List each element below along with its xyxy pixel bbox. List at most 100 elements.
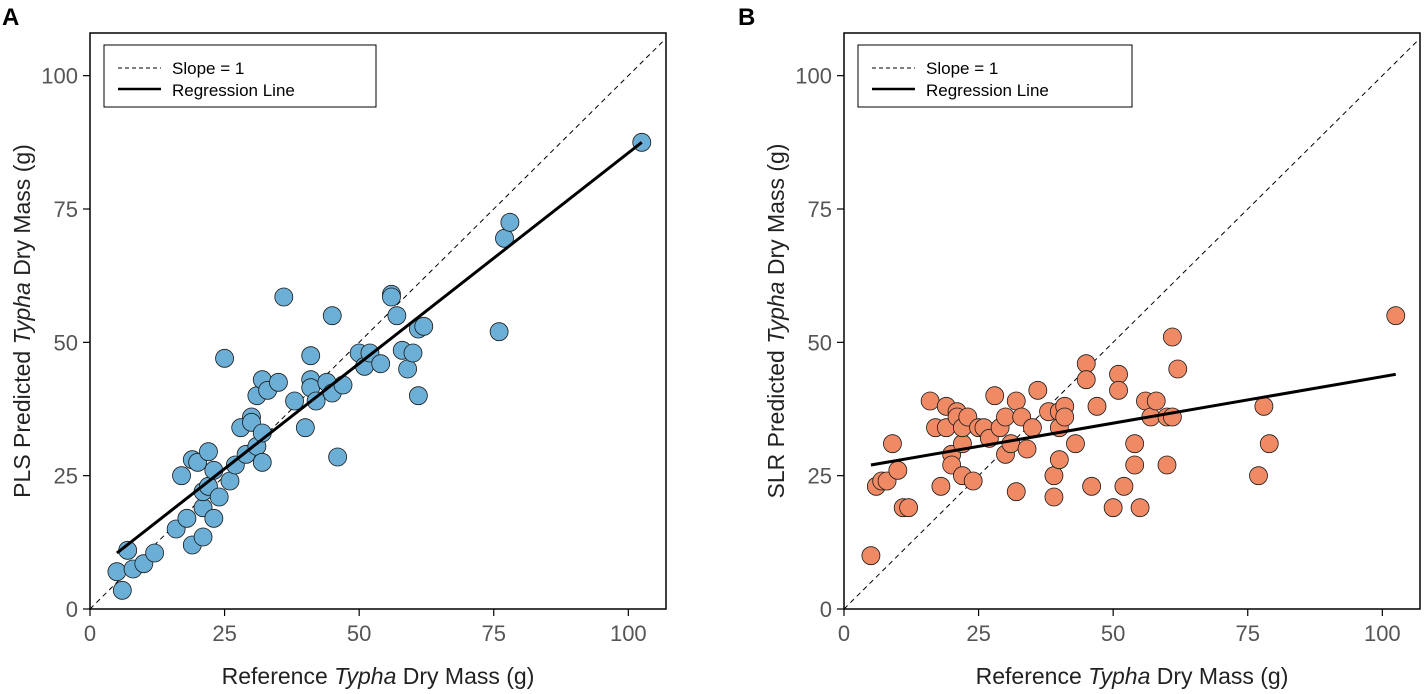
- data-point: [963, 471, 983, 491]
- data-point: [301, 346, 321, 366]
- data-point: [252, 452, 272, 472]
- data-point: [1130, 498, 1150, 518]
- data-point: [295, 418, 315, 438]
- data-point: [387, 306, 407, 326]
- data-point: [1103, 498, 1123, 518]
- plot-frame-b: [843, 32, 1421, 610]
- data-point: [193, 527, 213, 547]
- legend-box-a: [103, 44, 377, 108]
- plot-frame-a: [89, 32, 667, 610]
- x-tick-label: 0: [84, 621, 96, 646]
- data-point: [1049, 450, 1069, 470]
- data-point: [1006, 482, 1026, 502]
- data-point: [1259, 434, 1279, 454]
- legend-entry-regression-a: Regression Line: [172, 81, 295, 100]
- data-point: [996, 407, 1015, 427]
- legend-box-b: [857, 44, 1133, 108]
- y-tick-label: 50: [808, 330, 832, 355]
- data-point: [408, 386, 428, 406]
- legend-entry-slope-a: Slope = 1: [172, 59, 244, 78]
- y-tick-label: 25: [54, 464, 78, 489]
- y-tick-label: 100: [41, 64, 78, 89]
- y-tick-label: 25: [808, 464, 832, 489]
- data-point: [145, 543, 164, 563]
- data-point: [1157, 455, 1177, 475]
- x-tick-label: 25: [212, 621, 236, 646]
- data-point: [177, 508, 197, 528]
- data-point: [1109, 380, 1128, 400]
- data-point: [220, 471, 240, 491]
- data-point: [1055, 407, 1075, 427]
- data-point: [931, 476, 951, 496]
- legend-entry-slope-b: Slope = 1: [926, 59, 998, 78]
- data-point: [333, 375, 353, 395]
- data-point: [1254, 396, 1274, 416]
- x-tick-label: 100: [610, 621, 647, 646]
- x-tick-label: 50: [1101, 621, 1125, 646]
- data-point: [269, 372, 288, 392]
- data-point: [328, 447, 348, 467]
- data-point: [209, 487, 229, 507]
- data-point: [306, 391, 326, 411]
- data-point: [883, 434, 902, 454]
- data-point: [112, 580, 132, 600]
- x-tick-label: 50: [347, 621, 371, 646]
- regression-line-b: [870, 372, 1397, 467]
- data-point: [274, 287, 294, 307]
- data-point: [1066, 434, 1085, 454]
- x-tick-label: 75: [481, 621, 505, 646]
- y-tick-label: 75: [54, 197, 78, 222]
- data-point: [403, 343, 423, 363]
- data-point: [172, 466, 191, 486]
- data-point: [1125, 434, 1145, 454]
- data-point: [1076, 370, 1096, 390]
- data-point: [1109, 364, 1128, 384]
- data-point: [1017, 439, 1037, 459]
- data-point: [414, 316, 434, 336]
- panel-label-b: B: [738, 4, 755, 31]
- data-point: [1087, 396, 1107, 416]
- data-point: [382, 287, 401, 307]
- data-point: [1044, 466, 1064, 486]
- data-point: [1001, 434, 1021, 454]
- data-point: [899, 498, 918, 518]
- chart-panel-a: A 0 25 50 75 100 0 25 50 75 100 Slope = 1 Regress…: [2, 4, 667, 689]
- data-point: [199, 442, 218, 462]
- data-point: [285, 391, 304, 411]
- y-axis-title-b: SLR Predicted Typha Dry Mass (g): [763, 144, 789, 499]
- data-point: [1114, 476, 1134, 496]
- data-point: [861, 546, 881, 566]
- x-tick-label: 100: [1364, 621, 1401, 646]
- data-point: [489, 322, 509, 342]
- legend-entry-regression-b: Regression Line: [926, 81, 1049, 100]
- data-point: [985, 386, 1005, 406]
- data-point: [1249, 466, 1268, 486]
- legend-b: Slope = 1 Regression Line: [857, 44, 1133, 108]
- data-point: [204, 508, 224, 528]
- x-tick-label: 0: [838, 621, 850, 646]
- panel-label-a: A: [2, 4, 19, 31]
- data-point: [1386, 306, 1406, 326]
- data-point: [1082, 476, 1102, 496]
- data-point: [398, 359, 418, 379]
- y-tick-label: 0: [820, 597, 832, 622]
- data-point: [1023, 418, 1042, 438]
- data-point: [1162, 327, 1182, 347]
- x-tick-label: 75: [1235, 621, 1259, 646]
- data-point: [215, 348, 234, 368]
- data-point: [888, 460, 908, 480]
- data-point: [920, 391, 940, 411]
- data-point: [1125, 455, 1145, 475]
- data-point: [1076, 354, 1096, 374]
- y-tick-label: 100: [795, 64, 832, 89]
- regression-line-a: [115, 141, 643, 555]
- data-point: [1028, 380, 1048, 400]
- slope-one-line-b: [843, 37, 1421, 610]
- data-point: [500, 212, 520, 232]
- data-point: [1006, 391, 1026, 411]
- chart-panel-b: B 0 25 50 75 100 0 25 50 75 100 Slope = 1 Regress…: [738, 4, 1421, 689]
- data-point: [371, 354, 391, 374]
- x-axis-title-b: Reference Typha Dry Mass (g): [976, 663, 1289, 689]
- x-axis-title-a: Reference Typha Dry Mass (g): [222, 663, 535, 689]
